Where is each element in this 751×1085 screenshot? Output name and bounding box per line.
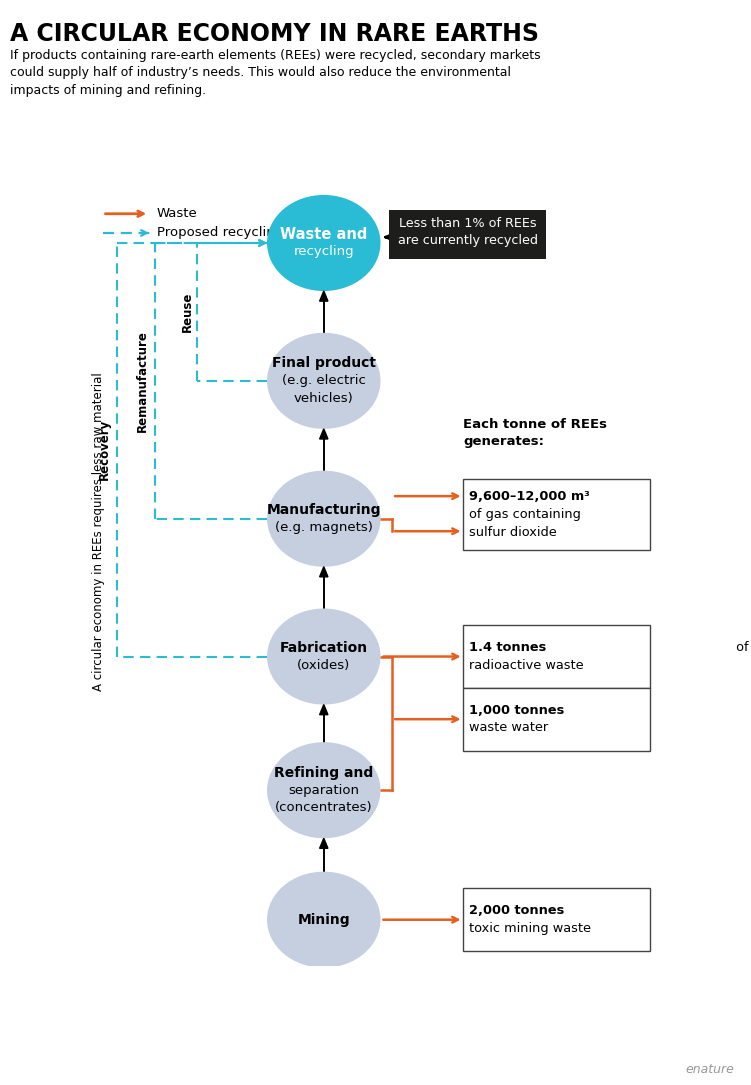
Text: If products containing rare-earth elements (REEs) were recycled, secondary marke: If products containing rare-earth elemen… [10,49,541,97]
Text: (e.g. electric: (e.g. electric [282,374,366,387]
Text: Refining and: Refining and [274,766,373,780]
Text: waste water: waste water [469,722,548,735]
Text: Waste and: Waste and [280,227,367,242]
Text: Final product: Final product [272,356,376,370]
Ellipse shape [267,609,381,704]
Text: Recovery: Recovery [98,419,111,481]
FancyBboxPatch shape [463,478,650,550]
Text: of gas containing: of gas containing [469,508,581,521]
Polygon shape [320,704,328,715]
Ellipse shape [267,195,381,291]
Text: (concentrates): (concentrates) [275,801,372,814]
Text: radioactive waste: radioactive waste [469,659,584,672]
Polygon shape [320,429,328,439]
FancyBboxPatch shape [389,210,547,259]
FancyBboxPatch shape [463,625,650,688]
Polygon shape [320,566,328,577]
Text: vehicles): vehicles) [294,392,354,405]
Text: Fabrication: Fabrication [279,641,368,654]
Ellipse shape [267,471,381,566]
Text: Manufacturing: Manufacturing [267,503,381,516]
Text: separation: separation [288,783,359,796]
Text: (oxides): (oxides) [297,659,351,672]
Text: 1.4 tonnes: 1.4 tonnes [469,641,547,654]
Text: A CIRCULAR ECONOMY IN RARE EARTHS: A CIRCULAR ECONOMY IN RARE EARTHS [10,22,538,46]
Text: sulfur dioxide: sulfur dioxide [469,525,557,538]
Text: Waste: Waste [157,207,198,220]
Text: toxic mining waste: toxic mining waste [469,922,591,935]
Polygon shape [320,291,328,302]
Text: Reuse: Reuse [180,292,194,332]
Polygon shape [320,839,328,848]
Text: Proposed recycling: Proposed recycling [157,227,283,240]
Text: (e.g. magnets): (e.g. magnets) [275,521,372,534]
FancyBboxPatch shape [463,889,650,952]
Text: Remanufacture: Remanufacture [136,330,149,432]
Text: Each tonne of REEs
generates:: Each tonne of REEs generates: [463,418,608,448]
Text: Less than 1% of REEs
are currently recycled: Less than 1% of REEs are currently recyc… [398,217,538,247]
Text: 9,600–12,000 m³: 9,600–12,000 m³ [469,490,590,503]
Text: A circular economy in REEs requires less raw material: A circular economy in REEs requires less… [92,372,105,690]
Text: of: of [731,641,749,654]
Text: enature: enature [686,1063,734,1076]
FancyBboxPatch shape [463,688,650,751]
Ellipse shape [267,742,381,839]
Text: recycling: recycling [294,245,354,258]
Text: 2,000 tonnes: 2,000 tonnes [469,905,565,918]
Ellipse shape [267,333,381,429]
Text: 1,000 tonnes: 1,000 tonnes [469,704,565,717]
Text: Mining: Mining [297,912,350,927]
Ellipse shape [267,871,381,968]
